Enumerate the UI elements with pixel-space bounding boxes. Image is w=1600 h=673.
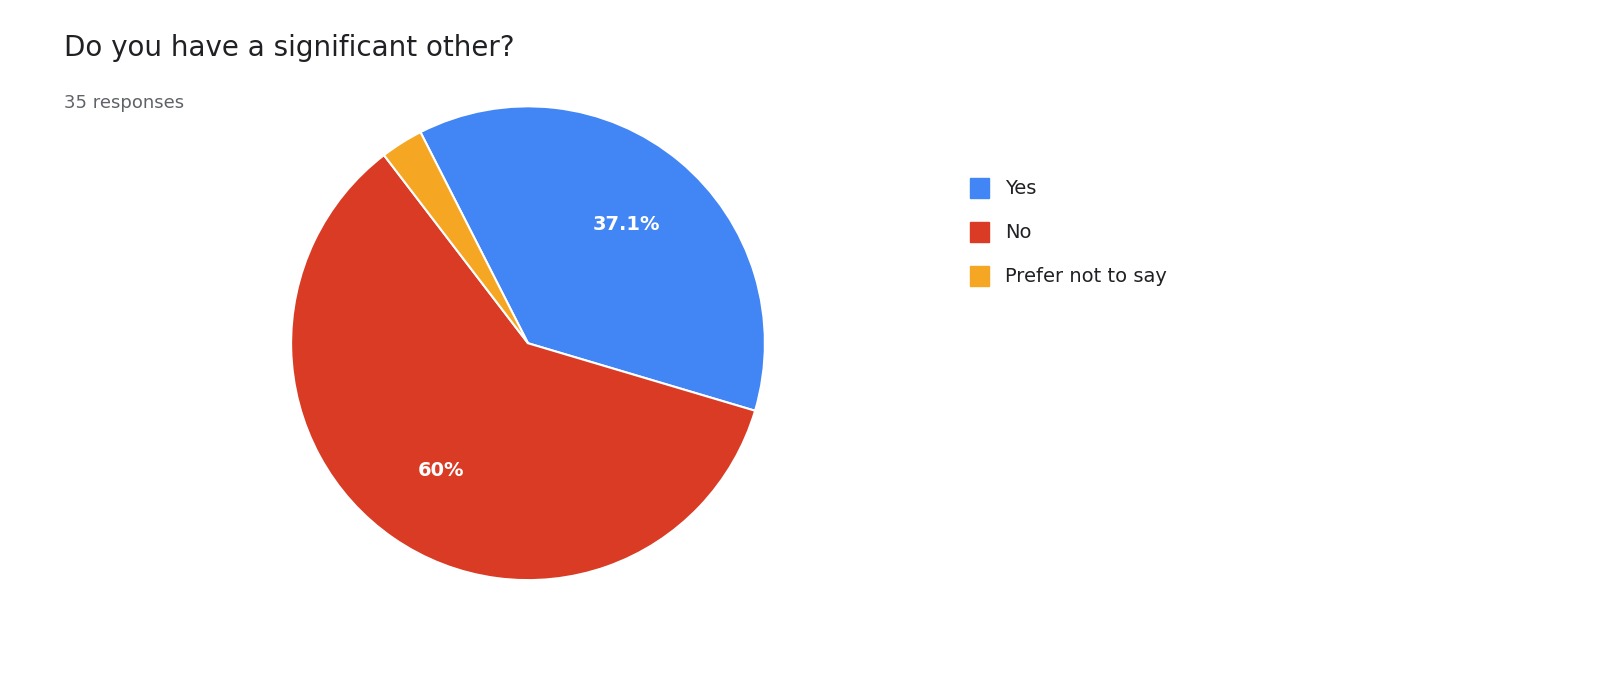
Wedge shape: [421, 106, 765, 411]
Legend: Yes, No, Prefer not to say: Yes, No, Prefer not to say: [970, 178, 1166, 286]
Wedge shape: [384, 132, 528, 343]
Text: 35 responses: 35 responses: [64, 94, 184, 112]
Text: 37.1%: 37.1%: [592, 215, 661, 234]
Text: 60%: 60%: [418, 460, 464, 480]
Wedge shape: [291, 155, 755, 580]
Text: Do you have a significant other?: Do you have a significant other?: [64, 34, 515, 62]
